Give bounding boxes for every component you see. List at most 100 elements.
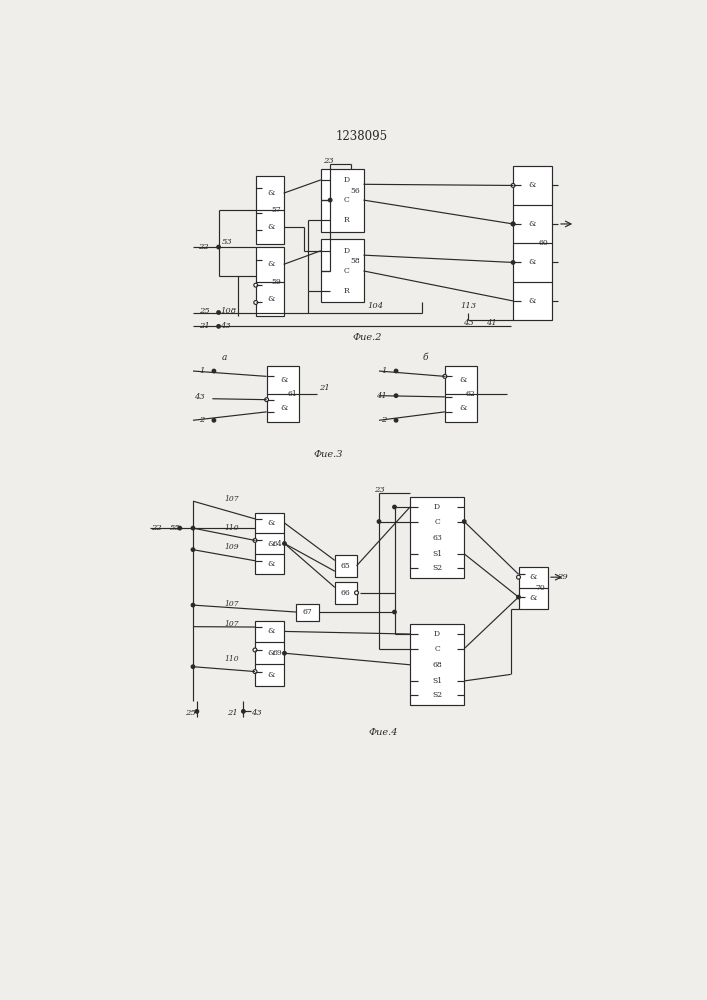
Text: 56: 56 [350, 187, 360, 195]
Text: &: & [267, 260, 275, 268]
Text: 1238095: 1238095 [336, 130, 388, 143]
Circle shape [395, 394, 398, 397]
Text: 29: 29 [557, 573, 568, 581]
Text: б: б [423, 353, 428, 362]
Circle shape [378, 520, 380, 523]
Circle shape [393, 610, 396, 614]
Text: &: & [267, 540, 275, 548]
Text: 2: 2 [199, 416, 204, 424]
Text: &: & [459, 376, 467, 384]
Text: &: & [267, 519, 275, 527]
Circle shape [178, 526, 182, 530]
Text: 43: 43 [463, 319, 474, 327]
Text: &: & [529, 220, 536, 228]
Text: 41: 41 [376, 392, 387, 400]
Text: 69: 69 [272, 649, 282, 657]
Circle shape [511, 184, 515, 187]
Bar [321, 169, 363, 232]
Text: 61: 61 [287, 390, 297, 398]
Text: 110: 110 [225, 524, 240, 532]
Text: 113: 113 [460, 302, 477, 310]
Bar [518, 567, 548, 609]
Circle shape [217, 325, 221, 328]
Text: Фие.3: Фие.3 [314, 450, 344, 459]
Circle shape [253, 648, 257, 652]
Text: 66: 66 [341, 589, 351, 597]
Text: C: C [344, 196, 349, 204]
Text: D: D [344, 176, 349, 184]
Circle shape [395, 419, 398, 422]
Circle shape [242, 710, 245, 713]
Text: D: D [434, 630, 440, 638]
Text: 25: 25 [199, 307, 210, 315]
Text: 21: 21 [319, 384, 329, 392]
Text: &: & [281, 404, 288, 412]
Text: S2: S2 [432, 564, 442, 572]
Circle shape [217, 245, 221, 249]
Bar [255, 513, 284, 574]
Circle shape [517, 575, 520, 579]
Text: D: D [344, 247, 349, 255]
Circle shape [212, 369, 216, 373]
Text: 2: 2 [381, 416, 387, 424]
Bar [445, 366, 477, 422]
Circle shape [355, 591, 358, 595]
Text: S1: S1 [432, 550, 442, 558]
Circle shape [253, 538, 257, 542]
Text: 22: 22 [151, 524, 162, 532]
Circle shape [462, 520, 466, 523]
Text: 107: 107 [225, 620, 240, 628]
Bar [256, 176, 284, 244]
Circle shape [192, 603, 194, 607]
Text: Фие.2: Фие.2 [353, 333, 382, 342]
Text: а: а [221, 353, 227, 362]
Text: &: & [530, 594, 537, 602]
Circle shape [217, 311, 221, 314]
Text: 1: 1 [381, 367, 387, 375]
Text: 104: 104 [367, 302, 383, 310]
Text: &: & [530, 573, 537, 581]
Circle shape [192, 665, 194, 668]
Text: 25: 25 [185, 709, 195, 717]
Text: &: & [529, 258, 536, 266]
Circle shape [283, 652, 286, 655]
Circle shape [329, 198, 332, 202]
Text: &: & [267, 223, 275, 231]
Text: &: & [267, 295, 275, 303]
Text: S1: S1 [432, 677, 442, 685]
Text: &: & [267, 627, 275, 635]
Circle shape [195, 710, 199, 713]
Text: 107: 107 [225, 600, 240, 608]
Bar [410, 624, 464, 705]
Circle shape [443, 374, 447, 378]
Text: 43: 43 [220, 322, 231, 330]
Text: 43: 43 [194, 393, 204, 401]
Circle shape [192, 548, 194, 551]
Text: 110: 110 [225, 655, 240, 663]
Text: &: & [267, 649, 275, 657]
Text: 63: 63 [432, 534, 442, 542]
Text: C: C [434, 518, 440, 526]
Circle shape [511, 222, 515, 226]
Text: 1: 1 [199, 367, 204, 375]
Text: 43: 43 [251, 709, 262, 717]
Text: R: R [344, 216, 349, 224]
Circle shape [253, 670, 257, 673]
Text: 65: 65 [341, 562, 351, 570]
Text: 58: 58 [350, 257, 360, 265]
Text: 62: 62 [465, 390, 475, 398]
Text: 21: 21 [199, 322, 210, 330]
Text: 55: 55 [170, 524, 180, 532]
Text: S2: S2 [432, 691, 442, 699]
Text: 107: 107 [225, 495, 240, 503]
Text: 64: 64 [272, 540, 282, 548]
Bar [335, 555, 356, 577]
Circle shape [511, 261, 515, 264]
Text: C: C [344, 267, 349, 275]
Circle shape [212, 419, 216, 422]
Circle shape [264, 398, 269, 402]
Circle shape [283, 542, 286, 545]
Text: &: & [267, 560, 275, 568]
Circle shape [254, 301, 258, 304]
Text: 21: 21 [227, 709, 238, 717]
